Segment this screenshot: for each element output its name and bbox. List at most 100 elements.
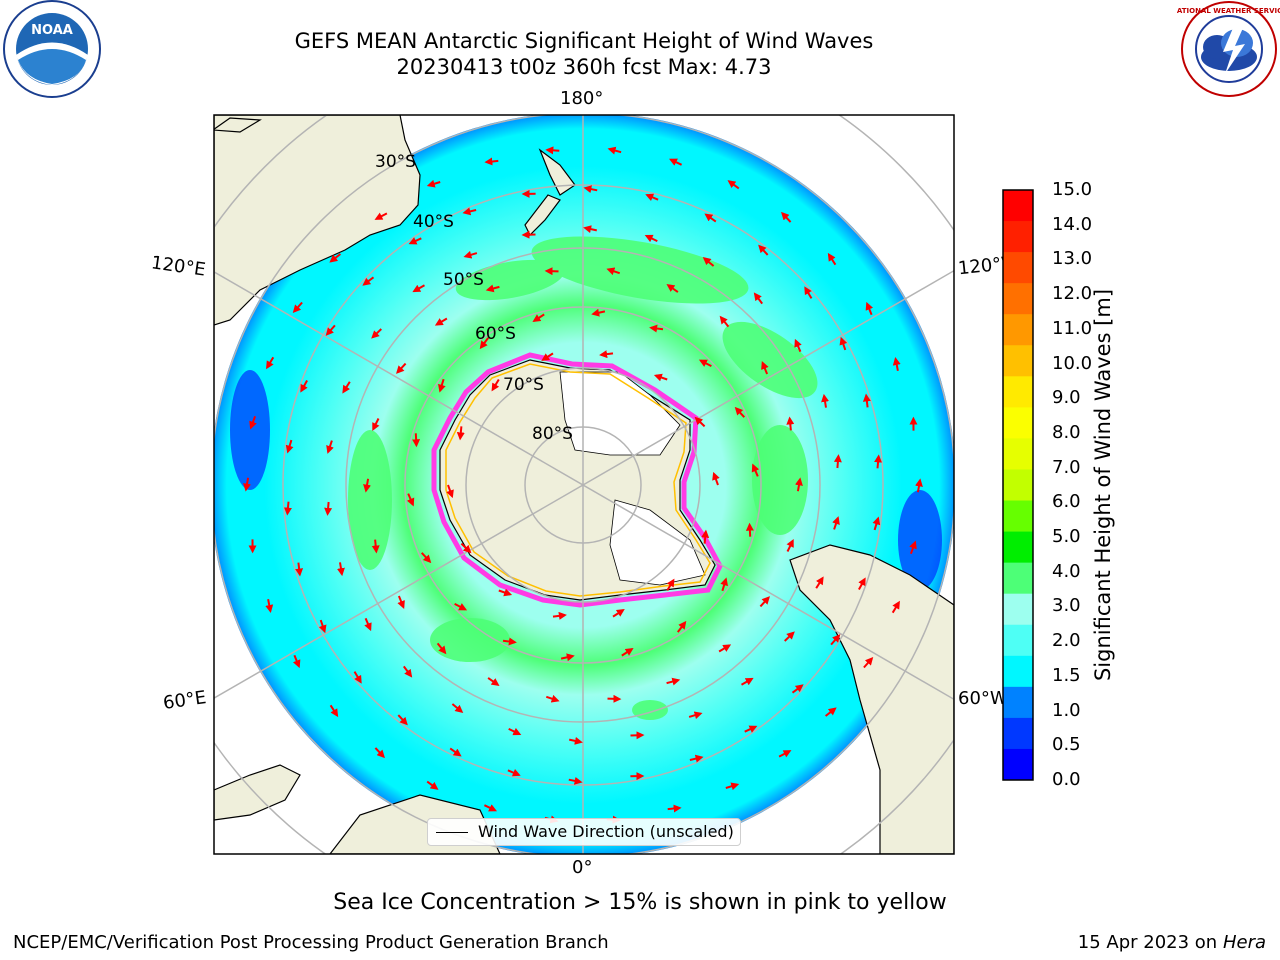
footer-date-text: 15 Apr 2023 on xyxy=(1077,932,1223,953)
wave-direction-arrow xyxy=(741,677,754,686)
wave-direction-arrow xyxy=(508,727,522,736)
wave-direction-arrow xyxy=(606,267,621,276)
wave-direction-arrow xyxy=(397,595,405,609)
colorbar-block xyxy=(1003,686,1033,719)
wave-direction-arrow xyxy=(460,542,472,554)
wave-direction-arrow xyxy=(560,653,575,662)
wave-direction-arrow xyxy=(753,292,764,305)
legend-line-sample xyxy=(436,832,468,833)
graticule xyxy=(214,115,954,854)
wave-direction-arrow xyxy=(677,620,687,633)
colorbar-block xyxy=(1003,407,1033,439)
wave-direction-arrow xyxy=(363,478,371,493)
colorbar-tick-label: 8.0 xyxy=(1052,421,1081,443)
wave-direction-arrow xyxy=(892,357,901,371)
colorbar-tick-label: 15.0 xyxy=(1052,179,1093,200)
colorbar-block xyxy=(1003,500,1033,533)
colorbar-block xyxy=(1003,469,1033,502)
wave-direction-arrow xyxy=(718,644,732,653)
wave-direction-arrow xyxy=(426,179,441,188)
wave-direction-arrow xyxy=(649,324,664,333)
wave-direction-arrow xyxy=(761,361,769,375)
wave-direction-arrow xyxy=(791,684,804,694)
wave-direction-arrow xyxy=(858,577,866,590)
wave-direction-arrow xyxy=(454,603,468,611)
colorbar-tick-label: 5.0 xyxy=(1052,526,1081,548)
wave-direction-arrow xyxy=(667,804,682,813)
wave-direction-arrow xyxy=(727,180,740,190)
colorbar-block xyxy=(1003,562,1033,595)
colorbar-block xyxy=(1003,717,1033,750)
wave-direction-arrow xyxy=(507,768,521,777)
wave-direction-arrow xyxy=(249,415,257,430)
wave-direction-arrow xyxy=(371,539,380,554)
wave-direction-arrow xyxy=(874,454,883,469)
map-frame xyxy=(213,114,955,855)
wave-direction-arrow xyxy=(487,677,500,686)
wave-direction-arrow xyxy=(408,237,422,245)
wave-direction-arrow xyxy=(402,665,413,678)
wave-direction-arrow xyxy=(292,654,301,669)
wave-direction-arrow xyxy=(591,308,606,317)
colorbar-tick-label: 13.0 xyxy=(1052,248,1093,270)
wave-direction-arrow xyxy=(568,736,583,745)
wave-direction-arrow xyxy=(712,471,720,486)
chart-subtitle: 20230413 t00z 360h fcst Max: 4.73 xyxy=(396,55,772,79)
polar-map xyxy=(213,114,955,855)
wave-direction-arrow xyxy=(285,439,294,454)
wave-direction-arrow xyxy=(462,207,477,216)
colorbar-tick-label: 0.5 xyxy=(1052,734,1081,756)
colorbar-tick-label: 14.0 xyxy=(1052,213,1093,235)
wave-direction-arrow xyxy=(794,338,802,353)
wave-direction-arrow xyxy=(833,454,842,469)
colorbar-tick-label: 10.0 xyxy=(1052,352,1093,374)
wave-direction-arrow xyxy=(701,529,710,544)
wave-direction-arrow xyxy=(532,313,545,322)
chart-title: GEFS MEAN Antarctic Significant Height o… xyxy=(294,29,874,53)
colorbar-tick-label: 4.0 xyxy=(1052,560,1081,582)
wave-direction-arrow xyxy=(891,600,900,614)
wave-direction-arrow xyxy=(644,234,658,243)
colorbar-block xyxy=(1003,748,1033,781)
wave-direction-arrow xyxy=(830,634,841,646)
wave-direction-arrow xyxy=(759,596,770,608)
colorbar-block xyxy=(1003,655,1033,688)
wave-direction-arrow xyxy=(451,703,464,713)
wave-direction-arrow xyxy=(863,657,874,669)
wave-direction-arrow xyxy=(599,350,614,359)
wave-direction-arrow xyxy=(541,352,554,361)
wave-direction-arrow xyxy=(666,284,679,293)
map-legend: Wind Wave Direction (unscaled) xyxy=(427,818,741,846)
wave-direction-arrow xyxy=(704,213,717,223)
lat-label-70s: 70°S xyxy=(503,375,544,395)
wave-direction-arrow xyxy=(666,677,681,686)
wave-direction-arrow xyxy=(824,707,837,717)
legend-label: Wind Wave Direction (unscaled) xyxy=(478,822,734,841)
wave-direction-arrow xyxy=(758,244,769,256)
wave-direction-arrow xyxy=(909,540,917,555)
wave-direction-arrow xyxy=(374,747,385,759)
lat-label-60s: 60°S xyxy=(475,324,516,344)
wave-direction-arrow xyxy=(483,804,498,812)
wave-direction-arrow xyxy=(479,337,489,350)
wave-direction-arrow xyxy=(832,516,840,530)
noaa-logo-text: NOAA xyxy=(31,23,73,38)
wave-direction-arrow xyxy=(865,301,874,316)
colorbar-tick-label: 2.0 xyxy=(1052,630,1081,652)
wave-direction-arrow xyxy=(485,284,500,293)
wave-direction-arrow xyxy=(353,671,362,684)
wave-direction-arrow xyxy=(720,577,728,592)
wave-direction-arrow xyxy=(243,477,251,492)
wave-direction-arrow xyxy=(666,578,675,592)
nws-logo-text: NATIONAL WEATHER SERVICE xyxy=(1177,7,1280,15)
wave-direction-arrow xyxy=(653,373,668,382)
colorbar-block xyxy=(1003,376,1033,408)
colorbar-label: Significant Height of Wind Waves [m] xyxy=(1091,288,1115,682)
lon-label-120w: 120°W xyxy=(957,253,1005,280)
wave-direction-arrow xyxy=(621,648,634,657)
wave-direction-arrow xyxy=(364,617,372,632)
colorbar-tick-label: 12.0 xyxy=(1052,283,1093,305)
wave-direction-arrow xyxy=(545,694,560,703)
wave-direction-arrow xyxy=(751,463,760,477)
wave-direction-arrow xyxy=(362,276,375,286)
